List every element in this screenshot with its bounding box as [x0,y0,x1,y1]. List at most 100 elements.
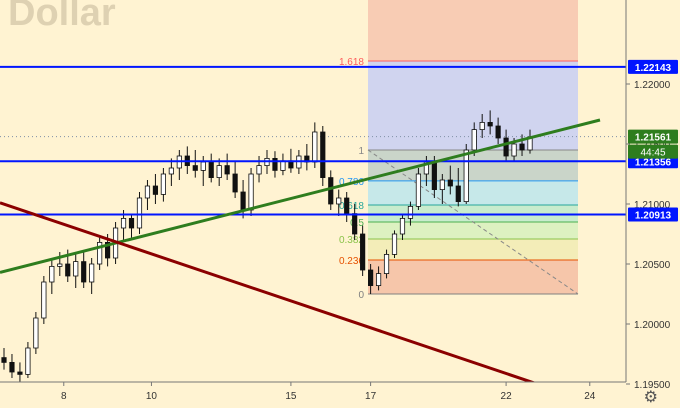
candle [487,110,493,135]
candle [360,225,366,276]
candle [216,158,222,186]
candle-body [128,217,135,229]
candle-body [160,173,166,195]
candle-body [495,125,501,139]
candle-body [391,233,398,255]
candle [391,230,398,258]
candle [439,174,445,204]
fib-fill [368,238,578,261]
candle [184,146,190,174]
candle-body [136,197,143,229]
candle [25,342,31,378]
candle [128,213,135,238]
candle [81,252,87,288]
candle-body [1,357,7,363]
fib-level-label: 1.618 [339,57,364,68]
level-price-badge: 1.20913 [635,210,672,221]
candle [256,156,262,183]
candle [272,151,278,178]
candle-body [360,233,366,271]
candle-body [33,317,39,349]
candle [144,180,151,210]
candle-body [73,261,79,277]
candle [152,174,159,204]
candle [320,126,326,186]
trendline [0,201,581,400]
fib-level-label: 1 [358,146,364,157]
y-tick-label: 1.20500 [634,260,671,271]
candle-body [208,161,214,179]
candle-body [415,173,422,207]
candle-body [41,281,47,319]
candle [415,168,422,210]
candle [168,158,174,186]
candle [344,192,350,222]
candle-body [479,122,485,131]
fib-level-label: 0.382 [339,235,364,246]
candle-body [81,261,87,283]
candle [304,144,310,171]
candle-body [431,161,437,191]
candle-body [399,217,406,235]
candle-body [407,205,414,219]
fib-level-label: 0.5 [350,218,364,229]
candle [176,150,182,180]
candle-body [120,217,127,229]
candle-body [192,165,198,171]
candle-body [144,185,151,199]
y-tick-label: 1.22000 [634,80,671,91]
countdown-badge: 44:45 [640,148,665,159]
fib-level-label: 0 [358,290,364,301]
candle [447,165,453,195]
candle [375,266,382,291]
fib-fill [368,150,578,181]
candle-body [336,197,342,205]
candle-body [439,179,445,190]
candle-body [375,273,382,287]
candle [41,276,47,324]
candle [383,249,390,279]
fib-fill-top [368,0,578,62]
candle [232,162,238,198]
candle [17,362,23,384]
candle [479,114,485,138]
candle-body [200,161,206,171]
candle-body [9,361,15,373]
candle-body [168,167,174,175]
candle-body [152,185,159,195]
candle [208,153,214,183]
candle [73,254,79,288]
level-price-badge-bg [628,207,678,222]
x-tick-label: 24 [584,391,596,402]
x-tick-label: 10 [146,391,158,402]
fib-fill [368,222,578,239]
level-price-badge: 1.22143 [635,63,672,74]
candle-body [511,143,517,157]
y-tick-label: 1.20000 [634,320,671,331]
candle [97,237,103,270]
candle-body [65,263,71,277]
candle [1,348,7,370]
candle [455,168,461,207]
fib-level-label: 0.618 [339,201,364,212]
last-price-badge: 1.21561 [635,133,672,144]
candle [160,168,166,202]
fib-fill [368,260,578,294]
x-tick-label: 22 [501,391,513,402]
candle-body [240,191,246,211]
candle-body [352,213,358,235]
candle [328,170,334,210]
gear-icon[interactable]: ⚙ [643,389,658,406]
candle [49,258,55,294]
countdown-badge-bg [628,144,678,159]
candle-body [232,173,238,193]
candle-body [471,129,477,151]
candle [368,264,374,294]
candle-body [97,241,103,265]
candle-body [455,185,461,203]
candle-body [256,165,262,175]
fib-fill [368,180,578,206]
fib-trend-line [367,149,579,295]
candle [192,150,198,178]
